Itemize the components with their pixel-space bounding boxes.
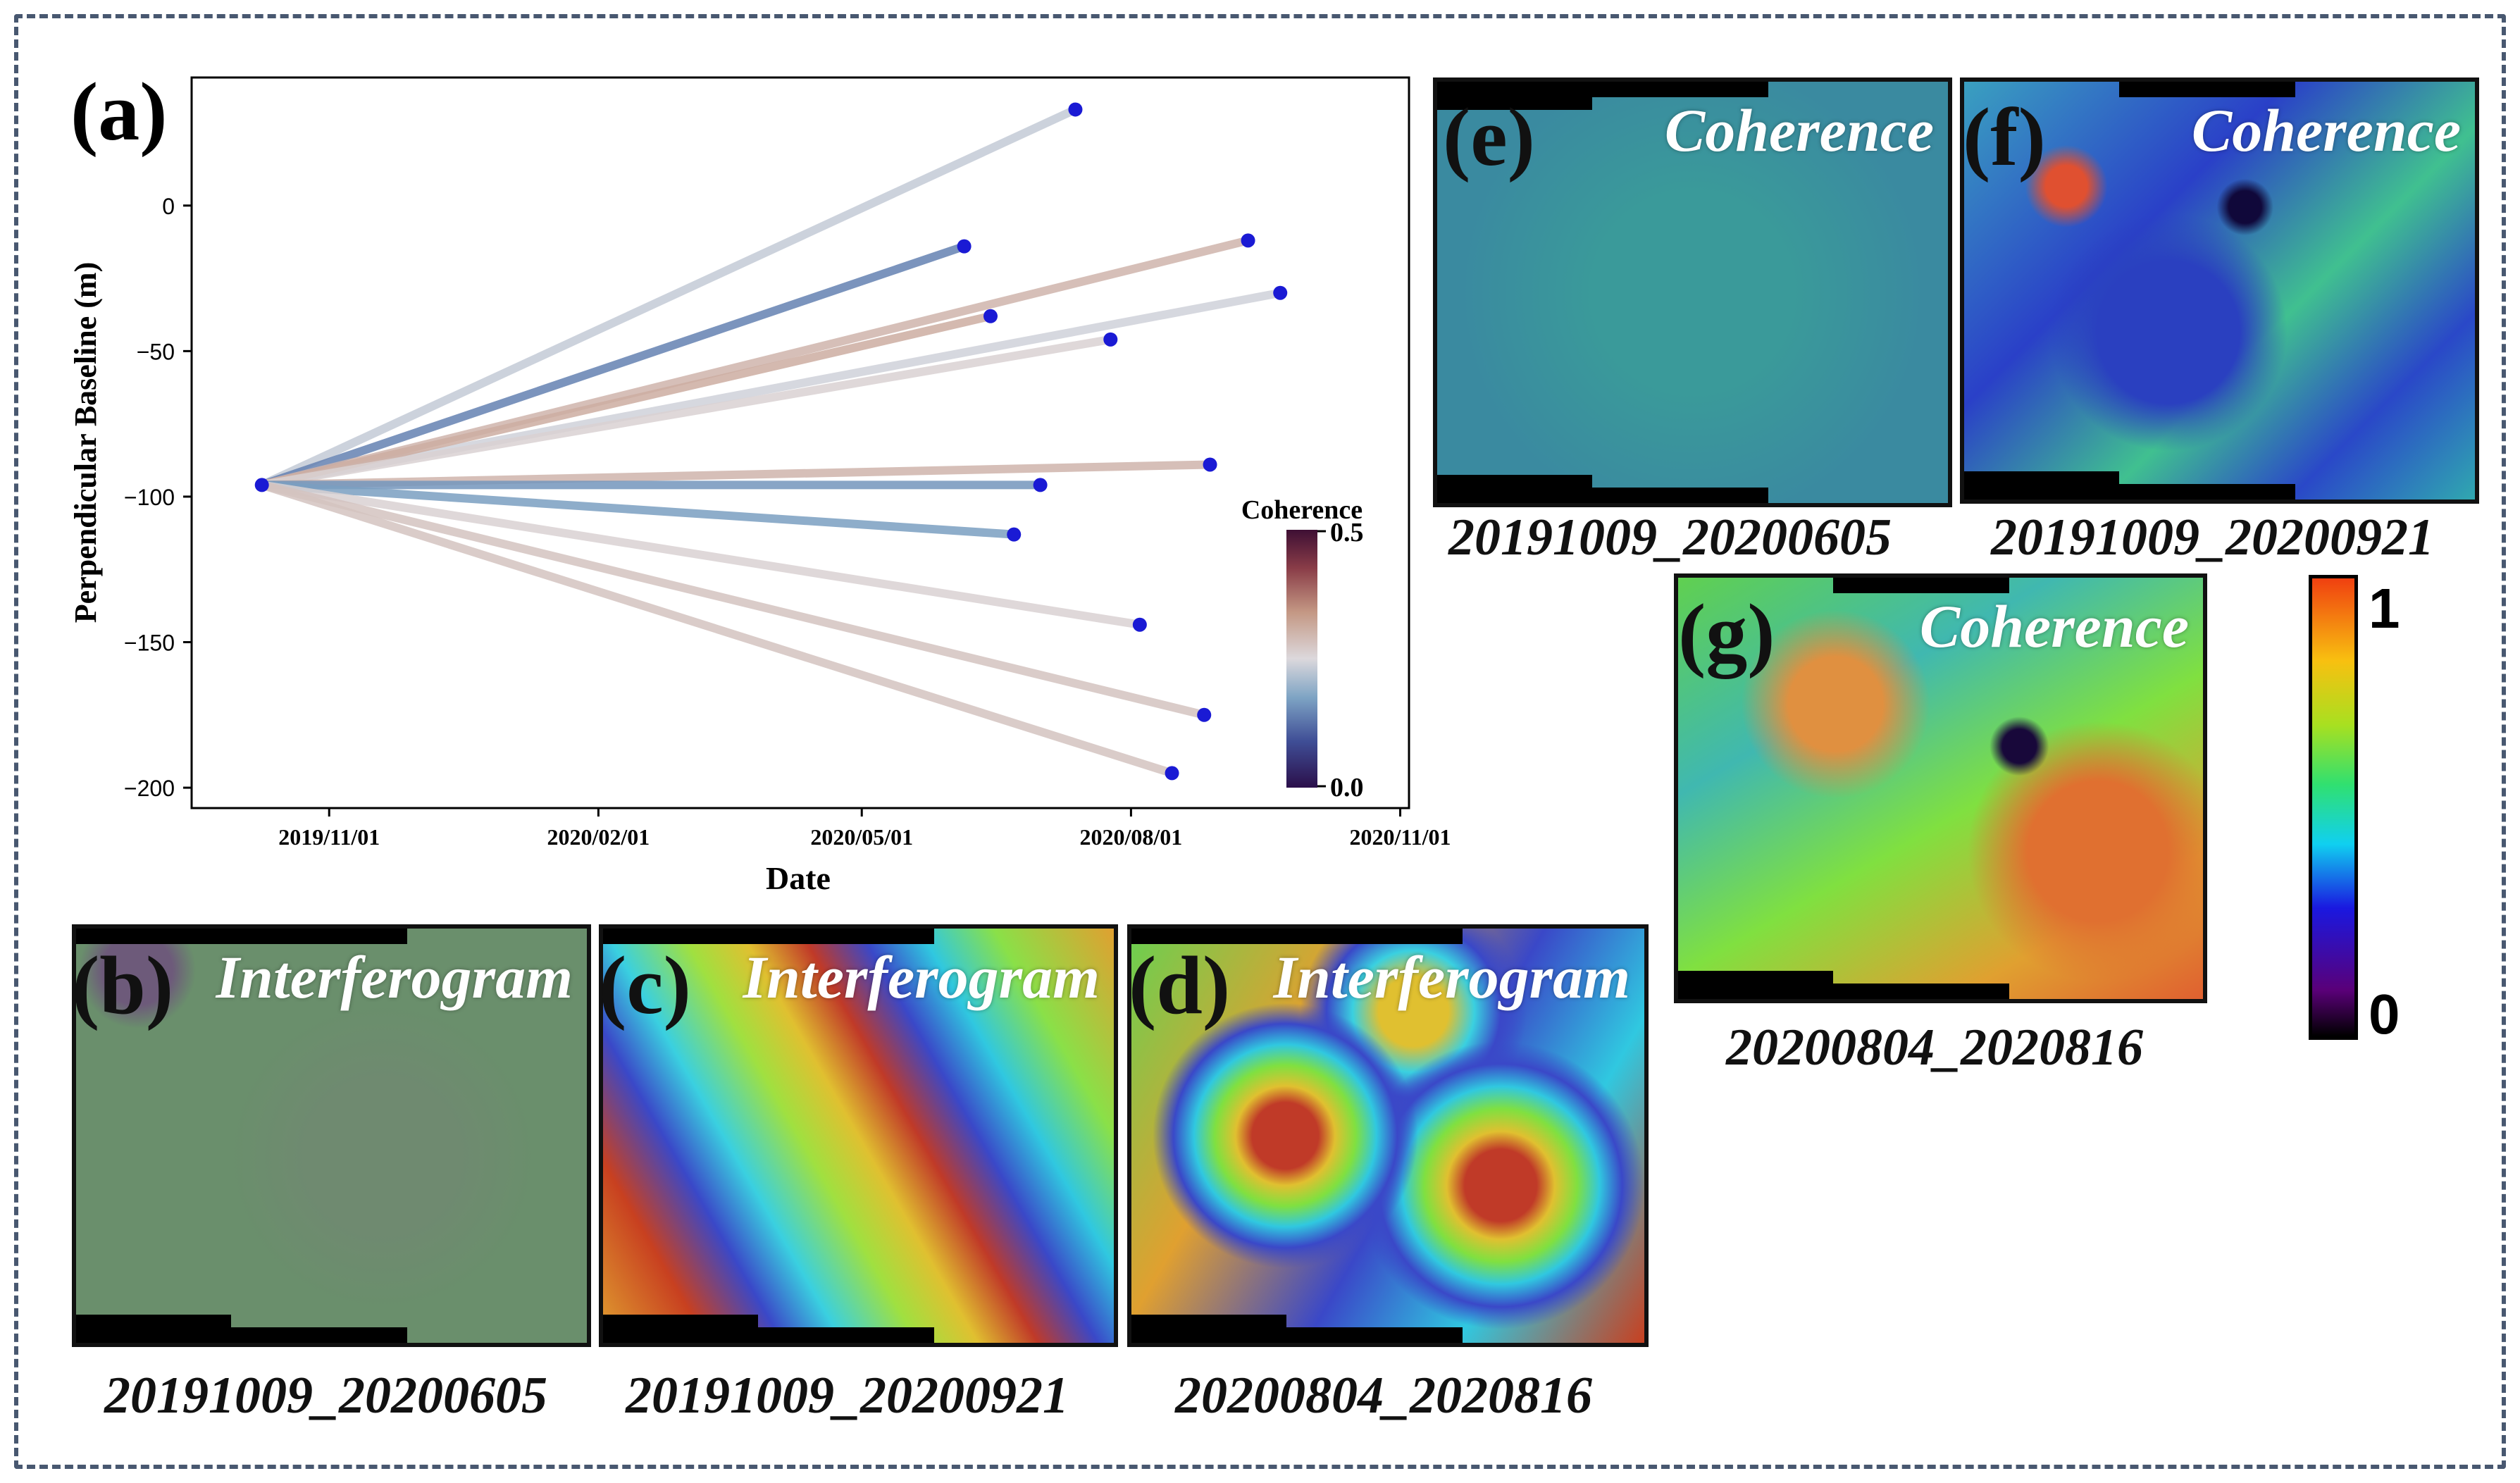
x-tick-label-3: 2020/08/01 [1079,824,1182,850]
pair-line-10 [261,480,1205,719]
panel-letter-e: (e) [1443,91,1535,183]
panel-c-title: Interferogram [743,943,1100,1011]
pair-point-11 [1165,766,1179,781]
pair-point-5 [1103,332,1118,347]
pair-points [254,102,1288,781]
pair-line-11 [260,480,1174,778]
panel-letter-c: (c) [599,939,691,1031]
colorbar-jet-min-label: 0 [2369,983,2400,1045]
panel-letter-g: (g) [1678,587,1775,679]
panel-f-caption: 20191009_20200921 [1991,509,2434,566]
x-axis-label: Date [766,860,831,896]
interferogram-panel-c: Interferogram [599,924,1118,1347]
pair-point-10 [1197,707,1212,722]
panel-g-title: Coherence [1919,592,2189,660]
panel-d-caption: 20200804_2020816 [1175,1367,1592,1425]
interferogram-panel-d: Interferogram [1127,924,1649,1347]
coherence-panel-g: Coherence [1674,573,2207,1003]
y-tick-label-4: −200 [124,776,175,801]
panel-f-title: Coherence [2191,97,2461,164]
coherence-colorbar-jet [2309,575,2358,1040]
x-tick-label-1: 2020/02/01 [547,824,650,850]
pair-point-9 [1132,617,1147,632]
panel-letter-a: (a) [70,66,168,158]
colorbar-min-label: 0.0 [1330,773,1364,802]
panel-e-caption: 20191009_20200605 [1448,509,1892,566]
panel-letter-b: (b) [72,939,174,1031]
pair-line-4 [261,311,992,490]
coherence-panel-f: Coherence [1960,77,2479,504]
pair-point-0 [1068,102,1083,117]
panel-b-title: Interferogram [216,943,573,1011]
pair-point-4 [983,309,998,323]
panel-e-title: Coherence [1664,97,1934,164]
panel-c-caption: 20191009_20200921 [626,1367,1069,1425]
panel-letter-d: (d) [1129,939,1231,1031]
interferogram-panel-b: Interferogram [72,924,591,1347]
reference-point [254,478,269,492]
y-tick-label-0: 0 [162,194,175,219]
y-tick-label-2: −100 [124,485,175,510]
pair-lines [260,105,1281,778]
pair-point-7 [1033,478,1048,492]
panel-d-title: Interferogram [1273,943,1630,1011]
pair-line-5 [261,335,1112,490]
y-tick-label-3: −150 [124,631,175,656]
pair-point-2 [1241,233,1255,248]
pair-line-1 [260,242,966,490]
panel-g-caption: 20200804_2020816 [1726,1019,2143,1076]
coherence-panel-e: Coherence [1433,77,1952,507]
y-axis-ticks: 0 −50 −100 −150 −200 [124,194,192,801]
x-tick-label-0: 2019/11/01 [278,824,380,850]
pair-point-1 [957,239,972,254]
pair-line-9 [261,480,1141,629]
colorbar-jet-max-label: 1 [2369,577,2400,640]
coherence-colorbar-line [1286,530,1317,788]
pair-line-0 [260,105,1077,489]
pair-point-3 [1273,285,1288,300]
pair-point-8 [1007,527,1022,542]
figure-frame [14,14,2506,1469]
y-tick-label-1: −50 [137,339,175,364]
x-tick-label-2: 2020/05/01 [810,824,913,850]
panel-b-caption: 20191009_20200605 [104,1367,547,1425]
colorbar-max-label: 0.5 [1330,518,1364,547]
pair-line-8 [261,480,1014,539]
y-axis-label: Perpendicular Baseline (m) [68,262,103,623]
colorbar-title: Coherence [1241,495,1363,525]
panel-letter-f: (f) [1963,91,2046,183]
pair-point-6 [1203,457,1217,472]
x-tick-label-4: 2020/11/01 [1350,824,1451,850]
x-axis-ticks: 2019/11/01 2020/02/01 2020/05/01 2020/08/01… [278,808,1451,850]
